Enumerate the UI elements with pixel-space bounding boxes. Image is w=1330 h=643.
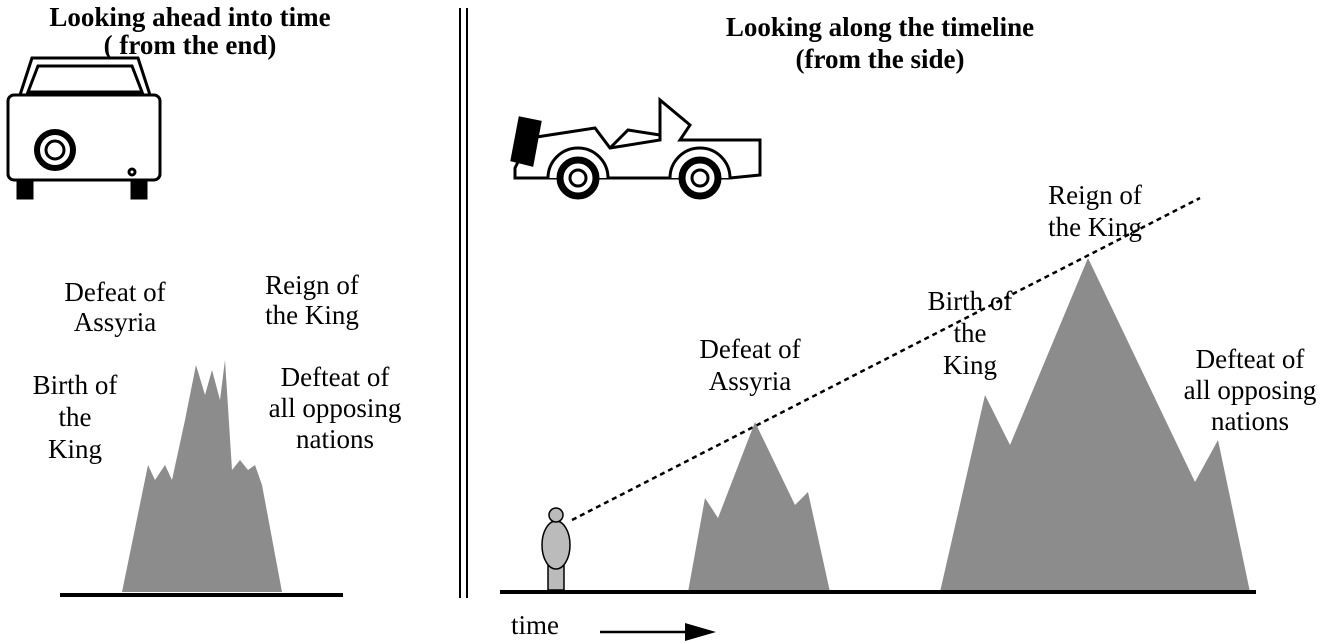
event-label: Birth of	[928, 286, 1013, 316]
event-label: Assyria	[74, 307, 157, 337]
observer	[542, 508, 570, 590]
event-label: Reign of	[265, 270, 359, 300]
event-label: the King	[1048, 212, 1142, 242]
car-rear	[8, 58, 160, 198]
left-title-line: Looking ahead into time	[49, 2, 330, 32]
event-label: nations	[1211, 406, 1289, 436]
event-label: King	[943, 350, 997, 380]
page: {"left_panel": {"title": ["Looking ahead…	[0, 0, 1330, 643]
event-label: Reign of	[1048, 180, 1142, 210]
event-label: Defeat of	[64, 277, 165, 307]
event-label: Defteat of	[281, 362, 390, 392]
right-title-line: Looking along the timeline	[726, 12, 1034, 42]
event-label: all opposing	[269, 393, 402, 423]
axis-label: time	[511, 610, 559, 640]
mountain-range	[122, 360, 282, 592]
left-title-line: ( from the end)	[104, 30, 277, 60]
event-label: the King	[265, 300, 359, 330]
event-label: King	[48, 434, 102, 464]
event-label: Defeat of	[699, 334, 800, 364]
event-label: Defteat of	[1196, 344, 1305, 374]
event-label: all opposing	[1184, 375, 1317, 405]
event-label: the	[954, 318, 987, 348]
mountain	[688, 422, 830, 592]
right-title-line: (from the side)	[796, 44, 965, 74]
event-label: nations	[296, 424, 374, 454]
time-arrow	[600, 623, 716, 641]
diagram: Looking ahead into time ( from the end) …	[0, 0, 1330, 643]
event-label: Assyria	[709, 366, 792, 396]
event-label: Birth of	[33, 370, 118, 400]
event-label: the	[59, 402, 92, 432]
jeep-side	[512, 100, 760, 196]
